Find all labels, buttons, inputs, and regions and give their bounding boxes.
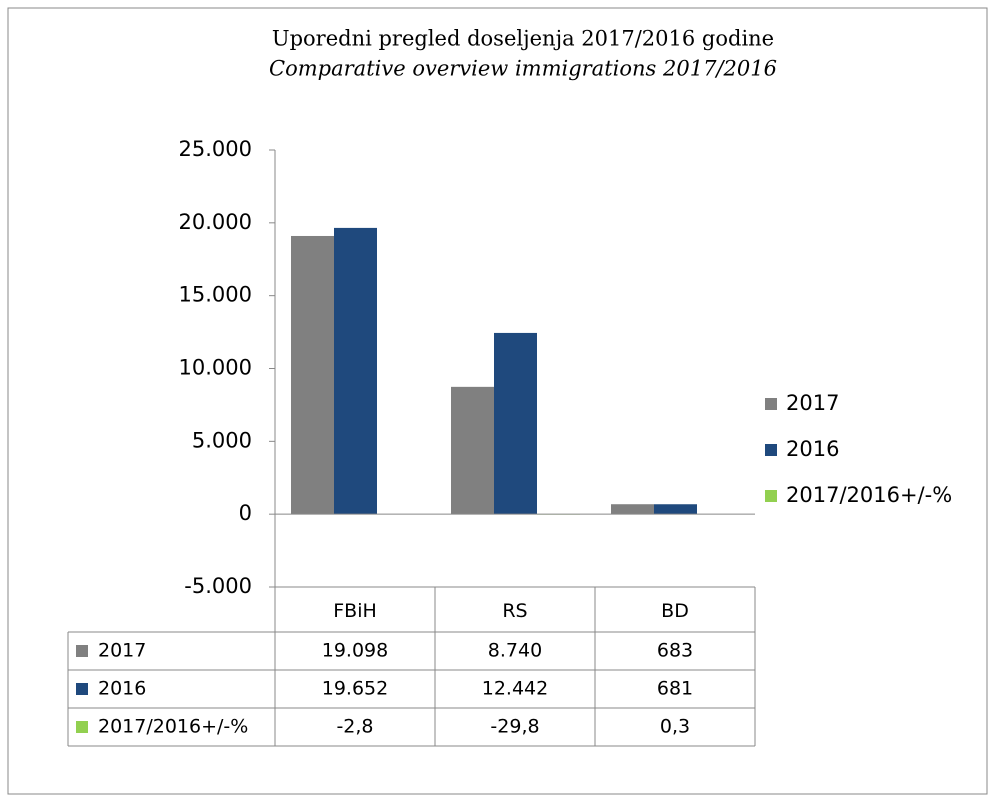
x-tick-label: FBiH	[333, 600, 377, 622]
bar	[451, 386, 494, 515]
y-tick-label: -5.000	[184, 574, 252, 598]
bar	[291, 235, 334, 515]
x-tick-label: BD	[661, 600, 689, 622]
table-row-label: 2016	[98, 678, 146, 700]
chart-subtitle: Comparative overview immigrations 2017/2…	[269, 57, 777, 81]
bar	[654, 504, 697, 515]
table-cell: 0,3	[660, 716, 690, 738]
table-cell: 8.740	[488, 640, 542, 662]
y-tick-label: 0	[239, 501, 252, 525]
legend-label: 2017/2016+/-%	[786, 483, 952, 507]
legend-key	[765, 490, 777, 502]
table-key	[76, 645, 88, 657]
x-tick-label: RS	[502, 600, 527, 622]
table-row-label: 2017/2016+/-%	[98, 716, 248, 738]
table-cell: -2,8	[336, 716, 373, 738]
y-tick-label: 25.000	[179, 137, 252, 161]
table-cell: 683	[657, 640, 693, 662]
table-cell: 12.442	[482, 678, 548, 700]
chart-title: Uporedni pregled doseljenja 2017/2016 go…	[272, 27, 774, 51]
table-cell: -29,8	[490, 716, 539, 738]
y-tick-label: 5.000	[192, 428, 252, 452]
table-key	[76, 683, 88, 695]
y-tick-label: 15.000	[179, 283, 252, 307]
table-cell: 19.652	[322, 678, 388, 700]
table-cell: 681	[657, 678, 693, 700]
table-key	[76, 721, 88, 733]
legend-label: 2016	[786, 437, 839, 461]
bar	[611, 504, 654, 515]
legend-label: 2017	[786, 391, 839, 415]
y-tick-label: 20.000	[179, 210, 252, 234]
table-row-label: 2017	[98, 640, 146, 662]
table-cell: 19.098	[322, 640, 388, 662]
bar	[334, 227, 377, 515]
y-tick-label: 10.000	[179, 356, 252, 380]
legend-key	[765, 444, 777, 456]
legend-key	[765, 398, 777, 410]
bar	[494, 332, 537, 515]
